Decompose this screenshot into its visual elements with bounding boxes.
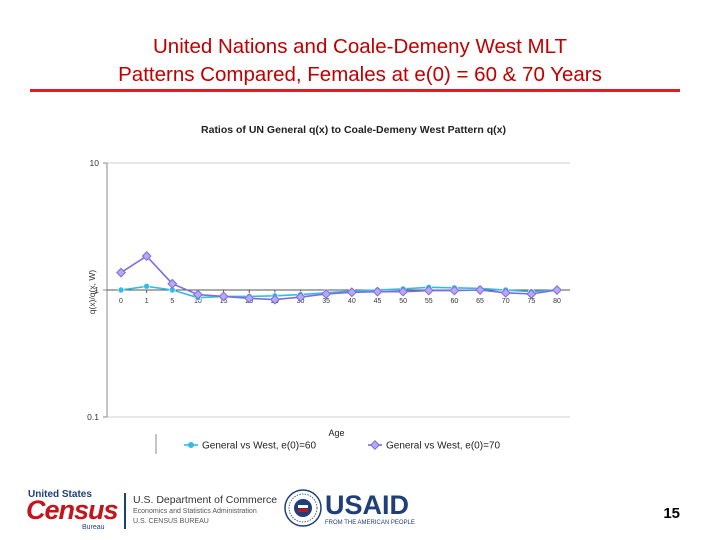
x-tick-label: 35 bbox=[322, 298, 330, 305]
slide-title: United Nations and Coale-Demeny West MLT… bbox=[0, 33, 720, 89]
commerce-department-text: U.S. Department of Commerce Economics an… bbox=[133, 493, 283, 527]
x-tick-label: 0 bbox=[119, 298, 123, 305]
series-2-point bbox=[398, 286, 409, 297]
series-2-point bbox=[423, 285, 434, 296]
commerce-line-2: Economics and Statistics Administration bbox=[133, 508, 257, 515]
series-2-point bbox=[295, 292, 306, 303]
x-tick-label: 40 bbox=[348, 298, 356, 305]
series-1-point bbox=[143, 282, 150, 290]
x-tick-label: 5 bbox=[170, 298, 174, 305]
series-2-point bbox=[449, 285, 460, 296]
series-2-point bbox=[500, 287, 511, 298]
y-axis-label: q(x)/q(x, W) bbox=[87, 270, 97, 315]
x-tick-label: 15 bbox=[220, 298, 228, 305]
y-tick-label: 1 bbox=[94, 285, 99, 295]
series-line-2 bbox=[120, 255, 558, 301]
x-tick-label: 60 bbox=[451, 298, 459, 305]
legend-marker-2 bbox=[370, 440, 380, 450]
x-tick-label: 80 bbox=[553, 298, 561, 305]
title-rule bbox=[30, 89, 680, 92]
title-line-1: United Nations and Coale-Demeny West MLT bbox=[153, 35, 567, 58]
x-axis-label: Age bbox=[328, 428, 344, 438]
census-logo-top-text: United States bbox=[28, 489, 92, 500]
title-line-2: Patterns Compared, Females at e(0) = 60 … bbox=[118, 63, 602, 86]
legend-label-2: General vs West, e(0)=70 bbox=[386, 441, 500, 452]
x-tick-label: 55 bbox=[425, 298, 433, 305]
series-line-1 bbox=[120, 285, 558, 299]
y-tick-label: 10 bbox=[90, 158, 100, 168]
census-logo-bureau-text: Bureau bbox=[82, 524, 105, 531]
series-2-point bbox=[116, 267, 126, 278]
x-tick-label: 65 bbox=[476, 298, 484, 305]
usaid-logo-word: USAID bbox=[325, 490, 410, 520]
census-bureau-logo: United States Census Bureau bbox=[26, 489, 122, 533]
series-2-point bbox=[269, 294, 280, 305]
chart-title: Ratios of UN General q(x) to Coale-Demen… bbox=[201, 124, 506, 136]
series-2-point bbox=[475, 285, 486, 295]
series-2-point bbox=[552, 285, 562, 295]
logo-divider bbox=[124, 493, 126, 529]
legend-marker-1 bbox=[188, 442, 194, 448]
commerce-line-3: U.S. CENSUS BUREAU bbox=[133, 518, 209, 525]
x-tick-label: 10 bbox=[194, 298, 202, 305]
x-tick-label: 45 bbox=[374, 298, 382, 305]
usaid-logo: USAID FROM THE AMERICAN PEOPLE bbox=[325, 491, 415, 527]
census-logo-word: Census bbox=[26, 495, 119, 525]
series-2-point bbox=[526, 289, 537, 299]
series-2-point bbox=[372, 286, 383, 297]
commerce-line-1: U.S. Department of Commerce bbox=[133, 494, 278, 506]
x-tick-label: 50 bbox=[399, 298, 407, 305]
series-2-point bbox=[192, 289, 203, 300]
series-2-point bbox=[167, 278, 178, 289]
series-2-point bbox=[141, 251, 152, 262]
usaid-logo-tagline: FROM THE AMERICAN PEOPLE bbox=[325, 520, 415, 526]
series-2-point bbox=[244, 293, 255, 304]
x-tick-label: 75 bbox=[527, 298, 535, 305]
series-2-point bbox=[346, 287, 357, 298]
footer: United States Census Bureau U.S. Departm… bbox=[0, 485, 720, 540]
x-tick-label: 70 bbox=[502, 298, 510, 305]
line-chart: Ratios of UN General q(x) to Coale-Demen… bbox=[87, 124, 570, 454]
series-2-point bbox=[218, 291, 229, 302]
page-number: 15 bbox=[663, 505, 680, 522]
x-tick-label: 1 bbox=[145, 298, 149, 305]
usaid-seal-icon bbox=[284, 489, 322, 527]
series-2-point bbox=[321, 289, 332, 299]
y-tick-label: 0.1 bbox=[87, 412, 99, 422]
legend-label-1: General vs West, e(0)=60 bbox=[202, 441, 316, 452]
series-1-point bbox=[117, 286, 125, 294]
